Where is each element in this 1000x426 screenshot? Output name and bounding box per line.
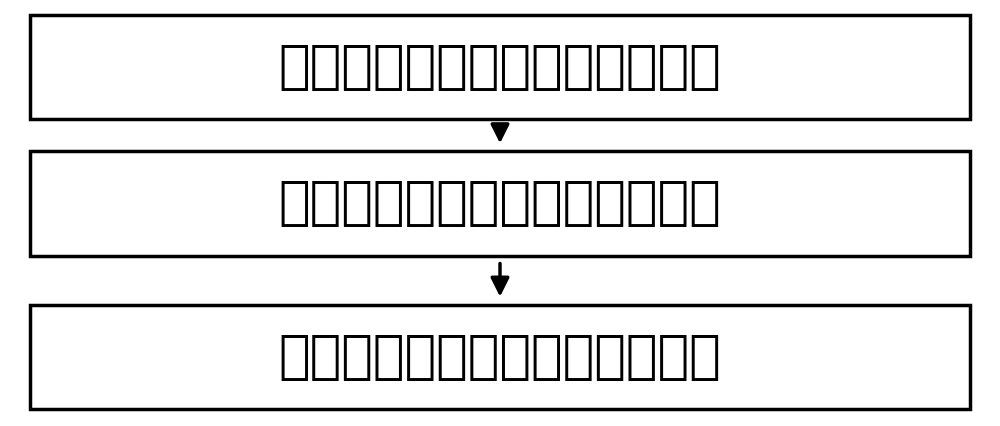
Text: 制备载物光学芯片构建显微系统: 制备载物光学芯片构建显微系统 xyxy=(279,41,721,93)
Text: 观测焦面成像结果记录强度分布: 观测焦面成像结果记录强度分布 xyxy=(279,177,721,230)
Bar xyxy=(30,305,970,409)
Bar xyxy=(30,15,970,119)
Bar xyxy=(30,151,970,256)
Text: 提取径向强度信息计算解析光谱: 提取径向强度信息计算解析光谱 xyxy=(279,331,721,383)
